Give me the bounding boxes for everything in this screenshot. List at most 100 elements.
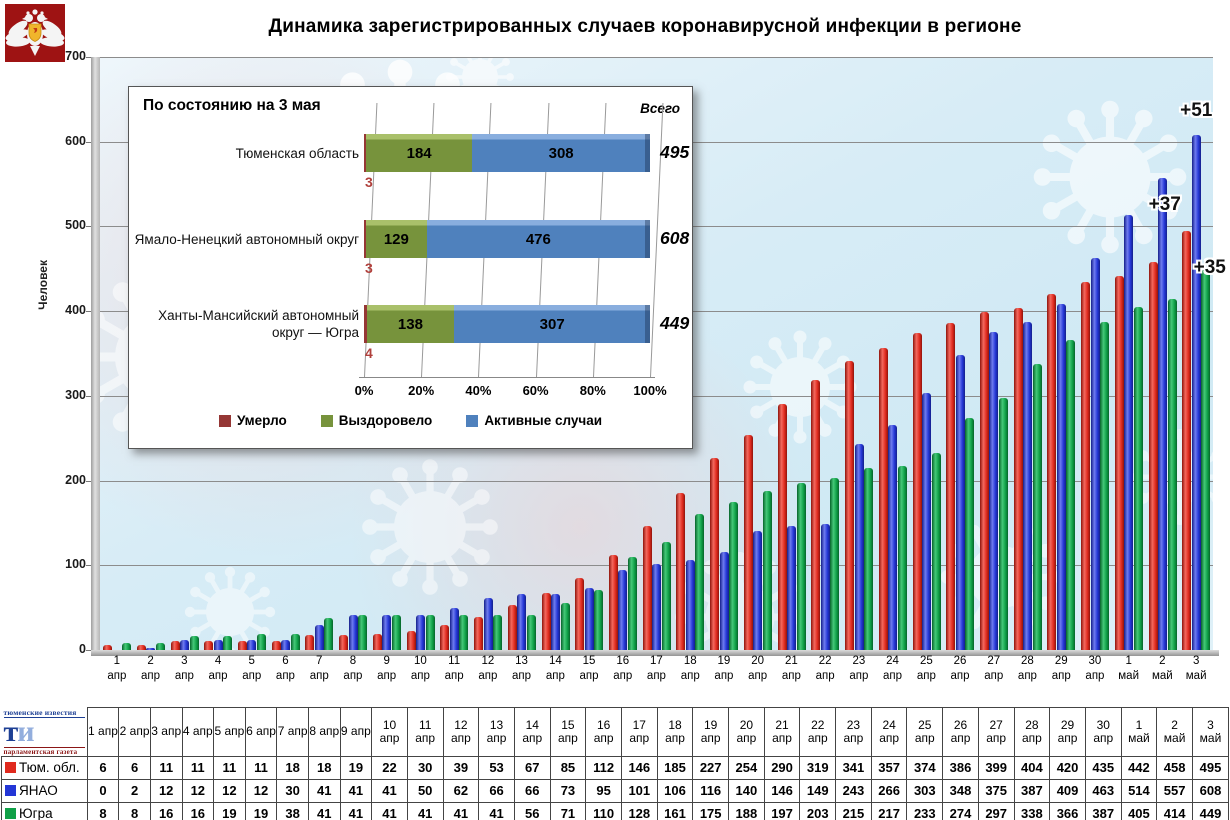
bar bbox=[339, 634, 349, 650]
value-cell: 53 bbox=[478, 755, 515, 780]
y-tick-mark bbox=[86, 226, 91, 228]
bar bbox=[845, 361, 854, 650]
bar bbox=[541, 593, 551, 650]
value-cell: 19 bbox=[213, 801, 246, 820]
bar bbox=[348, 615, 358, 650]
value-cell: 290 bbox=[763, 755, 801, 780]
bar bbox=[787, 526, 796, 650]
bar bbox=[584, 588, 594, 650]
date-header-cell: 2 апр bbox=[118, 707, 151, 757]
x-tick-label: 27 апр bbox=[984, 655, 1004, 682]
bar bbox=[695, 513, 705, 650]
value-cell: 409 bbox=[1049, 778, 1086, 803]
bar bbox=[594, 589, 604, 650]
bar bbox=[642, 526, 652, 650]
inset-region-label: Тюменская область bbox=[235, 145, 359, 161]
inset-x-tick-label: 0% bbox=[354, 383, 374, 398]
x-tick-label: 19 апр bbox=[714, 655, 734, 682]
date-header-cell: 8 апр bbox=[307, 707, 341, 757]
value-cell: 386 bbox=[942, 755, 979, 780]
bar bbox=[965, 417, 975, 650]
inset-status-chart: По состоянию на 3 мая Всего 0% 20% 40% 60% 8… bbox=[128, 86, 693, 449]
date-header-cell: 13 апр bbox=[478, 707, 515, 757]
y-tick-label: 700 bbox=[65, 49, 86, 63]
value-cell: 319 bbox=[799, 755, 837, 780]
bar bbox=[517, 594, 527, 650]
x-tick-label: 26 апр bbox=[950, 655, 970, 682]
date-header-cell: 22 апр bbox=[799, 707, 837, 757]
x-tick-label: 29 апр bbox=[1051, 655, 1071, 682]
date-header-cell: 1 май bbox=[1120, 707, 1158, 757]
delta-annotation: +51 bbox=[1180, 99, 1213, 121]
value-cell: 297 bbox=[977, 801, 1015, 820]
data-table: тюменские известия ти парламентская газета… bbox=[1, 707, 1230, 820]
newspaper-logo: тюменские известия ти парламентская газета bbox=[2, 708, 88, 757]
bar bbox=[1056, 303, 1066, 650]
bar bbox=[122, 643, 131, 650]
inset-region-label: Ханты-Мансийский автономный округ — Югра bbox=[158, 308, 359, 340]
value-cell: 41 bbox=[442, 801, 480, 820]
bar bbox=[719, 551, 729, 650]
inset-legend: Умерло Выздоровело Активные случаи bbox=[129, 413, 692, 428]
bar bbox=[1090, 257, 1100, 650]
bar bbox=[1148, 262, 1158, 650]
legend-item: Выздоровело bbox=[320, 413, 433, 428]
value-cell: 110 bbox=[585, 801, 622, 820]
x-tick-label: 13 апр bbox=[512, 655, 532, 682]
value-cell: 39 bbox=[442, 755, 480, 780]
value-cell: 18 bbox=[307, 755, 341, 780]
bar bbox=[811, 379, 821, 650]
value-cell: 41 bbox=[339, 778, 373, 803]
x-tick-label: 14 апр bbox=[545, 655, 565, 682]
bar bbox=[946, 323, 956, 650]
date-header-cell: 2 май bbox=[1156, 707, 1193, 757]
value-cell: 387 bbox=[1084, 801, 1122, 820]
bar bbox=[406, 631, 416, 650]
bar bbox=[912, 333, 922, 650]
value-cell: 175 bbox=[692, 801, 730, 820]
bar bbox=[1114, 275, 1124, 650]
value-cell: 233 bbox=[906, 801, 944, 820]
row-label-cell: Тюм. обл. bbox=[1, 755, 88, 780]
segment-active: 476 bbox=[426, 220, 650, 258]
value-cell: 41 bbox=[339, 801, 373, 820]
row-label-cell: ЯНАО bbox=[1, 778, 88, 803]
value-cell: 11 bbox=[213, 755, 246, 780]
value-cell: 458 bbox=[1156, 755, 1193, 780]
value-cell: 514 bbox=[1120, 778, 1158, 803]
value-cell: 185 bbox=[656, 755, 694, 780]
inset-stacked-bar: 184 308 bbox=[364, 134, 650, 172]
segment-recovered: 129 bbox=[366, 220, 427, 258]
date-header-cell: 6 апр bbox=[244, 707, 278, 757]
series-color-swatch bbox=[5, 785, 16, 796]
bar bbox=[237, 640, 247, 650]
value-cell: 197 bbox=[763, 801, 801, 820]
value-cell: 16 bbox=[149, 801, 183, 820]
x-tick-label: 6 апр bbox=[275, 655, 295, 682]
x-tick-label: 25 апр bbox=[916, 655, 936, 682]
value-cell: 405 bbox=[1120, 801, 1158, 820]
value-cell: 95 bbox=[585, 778, 622, 803]
bar bbox=[1032, 363, 1042, 650]
active-value: 307 bbox=[539, 315, 565, 333]
value-cell: 85 bbox=[549, 755, 587, 780]
x-tick-label: 7 апр bbox=[309, 655, 329, 682]
value-cell: 66 bbox=[478, 778, 515, 803]
gridline bbox=[100, 57, 1213, 58]
bar bbox=[820, 523, 830, 650]
bar bbox=[1066, 339, 1076, 650]
bar bbox=[305, 634, 315, 650]
legend-swatch bbox=[218, 414, 231, 427]
segment-recovered: 184 bbox=[366, 134, 473, 172]
legend-label: Выздоровело bbox=[338, 413, 433, 428]
inset-x-tick-label: 60% bbox=[522, 383, 549, 398]
value-cell: 56 bbox=[513, 801, 551, 820]
bar bbox=[1100, 322, 1110, 650]
x-tick-label: 4 апр bbox=[208, 655, 228, 682]
bar bbox=[1133, 306, 1143, 650]
value-cell: 66 bbox=[513, 778, 551, 803]
value-cell: 366 bbox=[1049, 801, 1086, 820]
date-header-cell: 27 апр bbox=[977, 707, 1015, 757]
bar bbox=[459, 615, 469, 650]
legend-swatch bbox=[466, 414, 479, 427]
